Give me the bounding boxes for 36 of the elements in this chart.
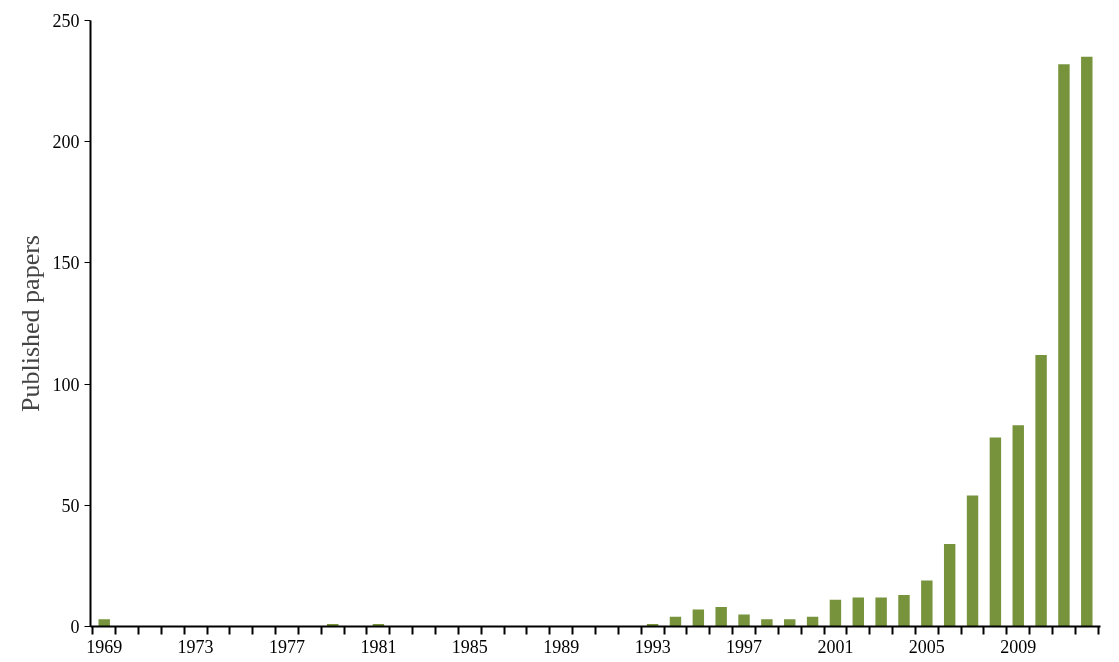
bar xyxy=(966,495,979,627)
x-tick-label: 2001 xyxy=(817,636,854,657)
bar xyxy=(715,607,727,627)
bar xyxy=(1012,425,1024,627)
bar xyxy=(829,599,842,627)
y-tick-label: 200 xyxy=(52,132,80,153)
bar xyxy=(738,614,750,627)
bar xyxy=(898,594,910,627)
x-tick-label: 1997 xyxy=(726,636,763,657)
x-tick-label: 1989 xyxy=(543,636,580,657)
x-tick-label: 1977 xyxy=(269,636,306,657)
bar xyxy=(875,597,887,627)
bar xyxy=(852,597,864,627)
bar xyxy=(1058,64,1070,627)
x-tick-label: 2009 xyxy=(1000,636,1037,657)
y-tick-label: 0 xyxy=(70,617,80,637)
y-tick-label: 50 xyxy=(61,495,80,516)
x-tick-label: 2005 xyxy=(908,636,945,657)
x-tick-label: 1985 xyxy=(451,636,488,657)
y-tick-label: 250 xyxy=(52,11,80,31)
bar xyxy=(761,619,773,627)
y-tick-label: 150 xyxy=(52,253,80,274)
x-tick-label: 1969 xyxy=(86,636,123,657)
y-tick-label: 100 xyxy=(52,374,80,395)
bar xyxy=(98,619,110,627)
bar xyxy=(784,619,796,627)
bar xyxy=(692,609,705,627)
x-tick-label: 1973 xyxy=(177,636,214,657)
bar xyxy=(1081,56,1093,627)
y-axis-title: Published papers xyxy=(15,235,45,412)
bar xyxy=(1035,355,1047,627)
bar xyxy=(943,544,956,627)
x-tick-label: 1981 xyxy=(360,636,397,657)
bar xyxy=(989,437,1002,627)
x-tick-label: 1993 xyxy=(634,636,671,657)
bar xyxy=(921,580,933,627)
